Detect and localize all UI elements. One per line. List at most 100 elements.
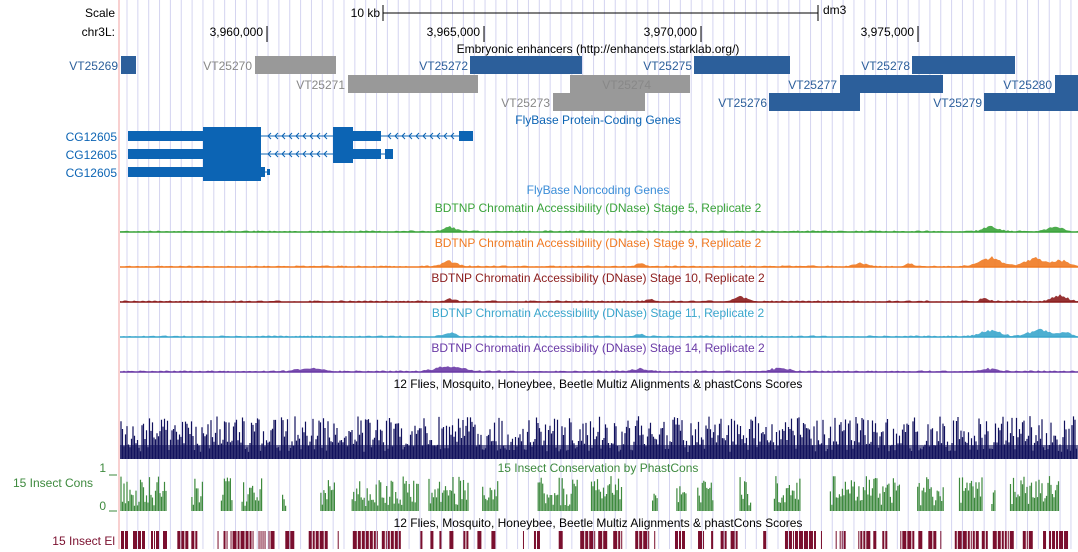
scale-label: Scale (85, 6, 115, 20)
conserved-element (918, 531, 923, 549)
dnase-signal[interactable] (120, 328, 1078, 338)
enhancer-feature[interactable] (769, 93, 860, 111)
scale-bar (382, 5, 819, 21)
enhancer-label[interactable]: VT25272 (419, 59, 468, 73)
enhancer-feature[interactable] (255, 56, 336, 74)
enhancer-feature[interactable] (984, 93, 1078, 111)
gene-label[interactable]: CG12605 (66, 148, 118, 162)
conserved-element (361, 531, 365, 549)
conserved-element (860, 531, 863, 549)
enhancer-feature[interactable] (694, 56, 790, 74)
conserved-element (536, 531, 540, 549)
conserved-element (730, 531, 735, 549)
conserved-element (839, 531, 841, 549)
track-title-dnase-stage10: BDTNP Chromatin Accessibility (DNase) St… (431, 271, 765, 285)
conserved-element (156, 531, 159, 549)
enhancer-label[interactable]: VT25278 (861, 59, 910, 73)
conserved-element (618, 531, 621, 549)
conserved-element (792, 531, 794, 549)
conserved-element (882, 531, 885, 549)
enhancer-label[interactable]: VT25279 (933, 96, 982, 110)
conserved-element (290, 531, 295, 549)
conserved-element (217, 531, 219, 549)
track-title-enhancers: Embryonic enhancers (http://enhancers.st… (457, 42, 740, 56)
track-title-dnase-stage11: BDTNP Chromatin Accessibility (DNase) St… (432, 306, 765, 320)
enhancer-feature[interactable] (840, 75, 943, 93)
enhancer-label[interactable]: VT25275 (643, 59, 692, 73)
dnase-signal[interactable] (120, 225, 1078, 233)
enhancer-label[interactable]: VT25269 (69, 59, 118, 73)
track-title-dnase-stage5: BDTNP Chromatin Accessibility (DNase) St… (435, 201, 762, 215)
flybase-coding-track[interactable]: CG12605 CG12605 CG12605 (66, 127, 473, 181)
conserved-element (933, 531, 937, 549)
conserved-element (376, 531, 378, 549)
conserved-element (181, 531, 185, 549)
enhancer-label[interactable]: VT25280 (1003, 78, 1052, 92)
enhancer-feature[interactable] (570, 75, 690, 93)
conserved-element (387, 531, 390, 549)
dnase-signal[interactable] (120, 366, 1078, 373)
conserved-element (808, 531, 813, 549)
enhancers-track[interactable]: VT25269 VT25270 VT25271 VT25272 VT25273 VT252… (69, 56, 1078, 111)
conserved-element (788, 531, 792, 549)
side-label-insect-el: 15 Insect El (52, 534, 115, 548)
gene-model[interactable] (128, 163, 270, 181)
track-title-insect-el: 12 Flies, Mosquito, Honeybee, Beetle Mul… (394, 516, 803, 530)
enhancer-feature[interactable] (121, 56, 136, 74)
conserved-element (195, 531, 198, 549)
conserved-element (873, 531, 877, 549)
conserved-element (449, 531, 454, 549)
enhancer-feature[interactable] (1055, 75, 1078, 93)
enhancer-label[interactable]: VT25273 (501, 96, 550, 110)
conserved-element (843, 531, 846, 549)
gene-model[interactable] (128, 145, 393, 163)
conserved-element (260, 531, 262, 549)
conserved-element (154, 531, 155, 549)
conserved-element (352, 531, 357, 549)
conserved-element (784, 531, 788, 549)
conserved-element (635, 531, 639, 549)
conserved-element (678, 531, 681, 549)
conserved-element (369, 531, 373, 549)
conserved-element (1001, 531, 1004, 549)
conserved-element (463, 531, 466, 549)
conserved-element (268, 531, 270, 549)
gene-label[interactable]: CG12605 (66, 166, 118, 180)
enhancer-feature[interactable] (348, 75, 478, 93)
enhancer-label[interactable]: VT25276 (718, 96, 767, 110)
conserved-element (270, 531, 275, 549)
enhancer-label[interactable]: VT25274 (602, 78, 651, 92)
conserved-element (337, 531, 339, 549)
conserved-element (357, 531, 361, 549)
conserved-element (430, 531, 434, 549)
conserved-element (319, 531, 324, 549)
conserved-element (997, 531, 1001, 549)
conserved-element (138, 531, 141, 549)
dnase-signal[interactable] (120, 256, 1078, 268)
conserved-element (967, 531, 970, 549)
gene-label[interactable]: CG12605 (66, 130, 118, 144)
conserved-element (1056, 531, 1059, 549)
conserved-element (598, 531, 603, 549)
conserved-element (439, 531, 442, 549)
enhancer-label[interactable]: VT25277 (788, 78, 837, 92)
insect-cons-track[interactable] (120, 476, 1060, 511)
gene-model[interactable] (128, 127, 473, 145)
enhancer-feature[interactable] (470, 56, 582, 74)
enhancer-feature[interactable] (912, 56, 1015, 74)
conserved-element (720, 531, 724, 549)
enhancer-feature[interactable] (553, 93, 645, 111)
conserved-element (558, 531, 563, 549)
insect-el-track[interactable] (121, 531, 1069, 549)
multiz-track[interactable] (120, 416, 1078, 459)
scale-bar-text: 10 kb (351, 6, 381, 20)
conserved-element (237, 531, 240, 549)
dnase-signal[interactable] (120, 294, 1078, 303)
dnase-signal-tracks[interactable] (120, 225, 1078, 373)
chrom-label: chr3L: (82, 25, 115, 39)
enhancer-label[interactable]: VT25271 (296, 78, 345, 92)
enhancer-label[interactable]: VT25270 (203, 59, 252, 73)
base-position-ruler: 3,960,000 3,965,000 3,970,000 3,975,000 (210, 25, 919, 42)
